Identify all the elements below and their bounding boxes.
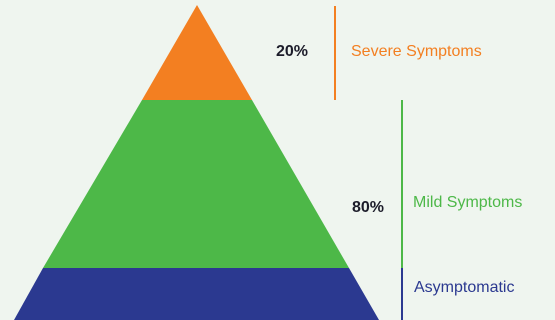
- severe-percentage: 20%: [276, 43, 309, 60]
- asymptomatic-label: Asymptomatic: [414, 279, 515, 296]
- mild-percentage: 80%: [352, 199, 385, 216]
- mild-divider: [401, 100, 403, 268]
- pyramid-tier-severe: [142, 5, 252, 100]
- pyramid-tier-mild: [43, 100, 349, 268]
- asymptomatic-divider: [401, 268, 403, 320]
- severe-symptoms-label: Severe Symptoms: [351, 43, 482, 60]
- pyramid-tier-asymptomatic: [14, 268, 379, 320]
- severe-divider: [334, 6, 336, 100]
- mild-symptoms-label: Mild Symptoms: [413, 194, 523, 211]
